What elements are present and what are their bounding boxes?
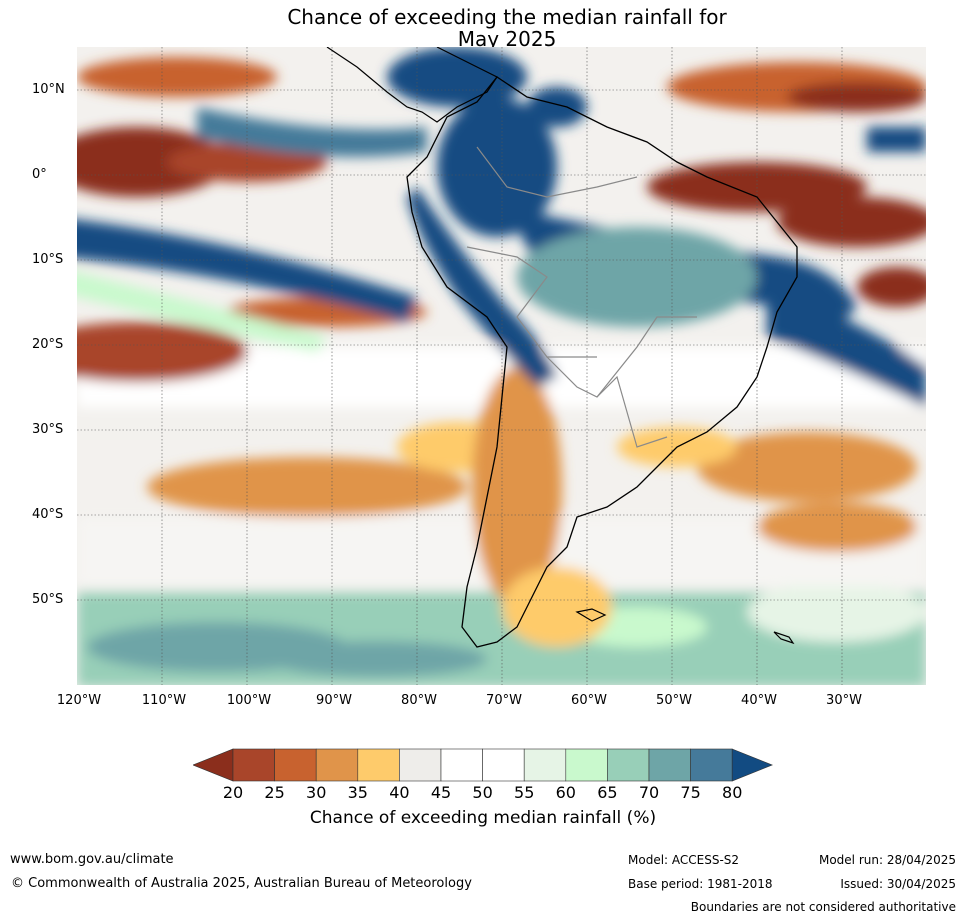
colorbar-title: Chance of exceeding median rainfall (%) [309,808,657,828]
lon-label-80w: 80°W [401,693,437,708]
field-blue-atlantic-south [767,287,926,407]
lat-label-0: 0° [32,167,47,182]
colorbar [193,748,773,782]
colorbar-segment [274,748,317,782]
south-america-coastline [406,76,798,648]
colorbar-segment [440,748,483,782]
lon-label-100w: 100°W [226,693,272,708]
footer-website: www.bom.gov.au/climate [10,852,174,867]
field-blue-pacific-2 [197,107,427,157]
falkland-islands [575,608,607,622]
colorbar-arrow-low [193,748,234,782]
graticule [77,47,926,685]
field-blue-venezuela [527,87,587,127]
colorbar-segment [482,748,525,782]
footer-copyright: © Commonwealth of Australia 2025, Austra… [11,876,472,891]
lat-label-50s: 50°S [32,592,64,607]
field-blue-andes [407,187,557,387]
probability-fields [77,47,926,685]
colorbar-tick-label: 65 [597,783,618,802]
lat-label-30s: 30°S [32,422,64,437]
field-red-pacific-north [77,127,227,197]
field-teal-brazil [517,227,757,327]
footer-model-run: Model run: 28/04/2025 [818,853,956,867]
colorbar-tick-label: 80 [722,783,743,802]
lat-label-10s: 10°S [32,252,64,267]
field-green-pacific [77,272,327,352]
rainfall-probability-map [77,47,926,685]
colorbar-segment [232,748,275,782]
field-orange-top-left [77,57,277,97]
colorbar-segment [399,748,442,782]
colorbar-tick-label: 60 [555,783,576,802]
lon-label-120w: 120°W [56,693,102,708]
field-orange-patagonia [502,567,612,647]
map-title-line2: May 2025 [457,27,557,51]
lon-label-110w: 110°W [141,693,187,708]
lon-label-90w: 90°W [316,693,352,708]
colorbar-arrow-high [731,748,773,782]
colorbar-segment [315,748,359,782]
lon-label-40w: 40°W [741,693,777,708]
central-america-coastline [326,47,498,123]
colorbar-segment [607,748,650,782]
colorbar-segment [648,748,691,782]
colorbar-tick-label: 20 [222,783,244,802]
lat-label-40s: 40°S [32,507,64,522]
field-orange-atlantic-2 [757,502,917,552]
lon-label-30w: 30°W [826,693,862,708]
field-blue-caribbean [387,47,527,107]
lon-label-50w: 50°W [656,693,692,708]
colorbar-tick-label: 55 [514,783,535,802]
field-south-teal-2 [267,641,487,677]
colorbar-segment [690,748,733,782]
map-title-line1: Chance of exceeding the median rainfall … [287,5,727,29]
field-blue-colombia [437,97,557,237]
field-red-east [857,267,926,307]
lat-label-20s: 20°S [32,337,64,352]
field-south-pale [747,582,926,642]
colorbar-tick-label: 45 [430,783,452,802]
colorbar-tick-label: 25 [264,783,285,802]
footer-model: Model: ACCESS-S2 [628,853,740,867]
field-blue-east [867,127,926,152]
field-orange-atlantic [697,432,917,502]
colorbar-tick-label: 75 [680,783,701,802]
colorbar-tick-label: 40 [389,783,410,802]
country-borders [466,146,697,448]
south-georgia [773,631,795,645]
field-orange-west [147,457,467,517]
field-red-atlantic-eq-2 [777,197,926,247]
footer-issued: Issued: 30/04/2025 [840,877,956,891]
field-red-atlantic-north [787,82,926,112]
colorbar-tick-label: 30 [306,783,327,802]
colorbar-tick-label: 50 [472,783,493,802]
colorbar-segment [357,748,400,782]
footer-disclaimer: Boundaries are not considered authoritat… [690,900,956,914]
colorbar-segment [565,748,608,782]
lon-label-70w: 70°W [486,693,522,708]
footer-base-period: Base period: 1981-2018 [628,877,773,891]
map-canvas [77,47,926,685]
colorbar-tick-label: 70 [638,783,660,802]
lat-label-10n: 10°N [32,82,65,97]
colorbar-tick-label: 35 [347,783,368,802]
colorbar-segment [523,748,567,782]
field-orange-chile [472,367,562,607]
lon-label-60w: 60°W [571,693,607,708]
